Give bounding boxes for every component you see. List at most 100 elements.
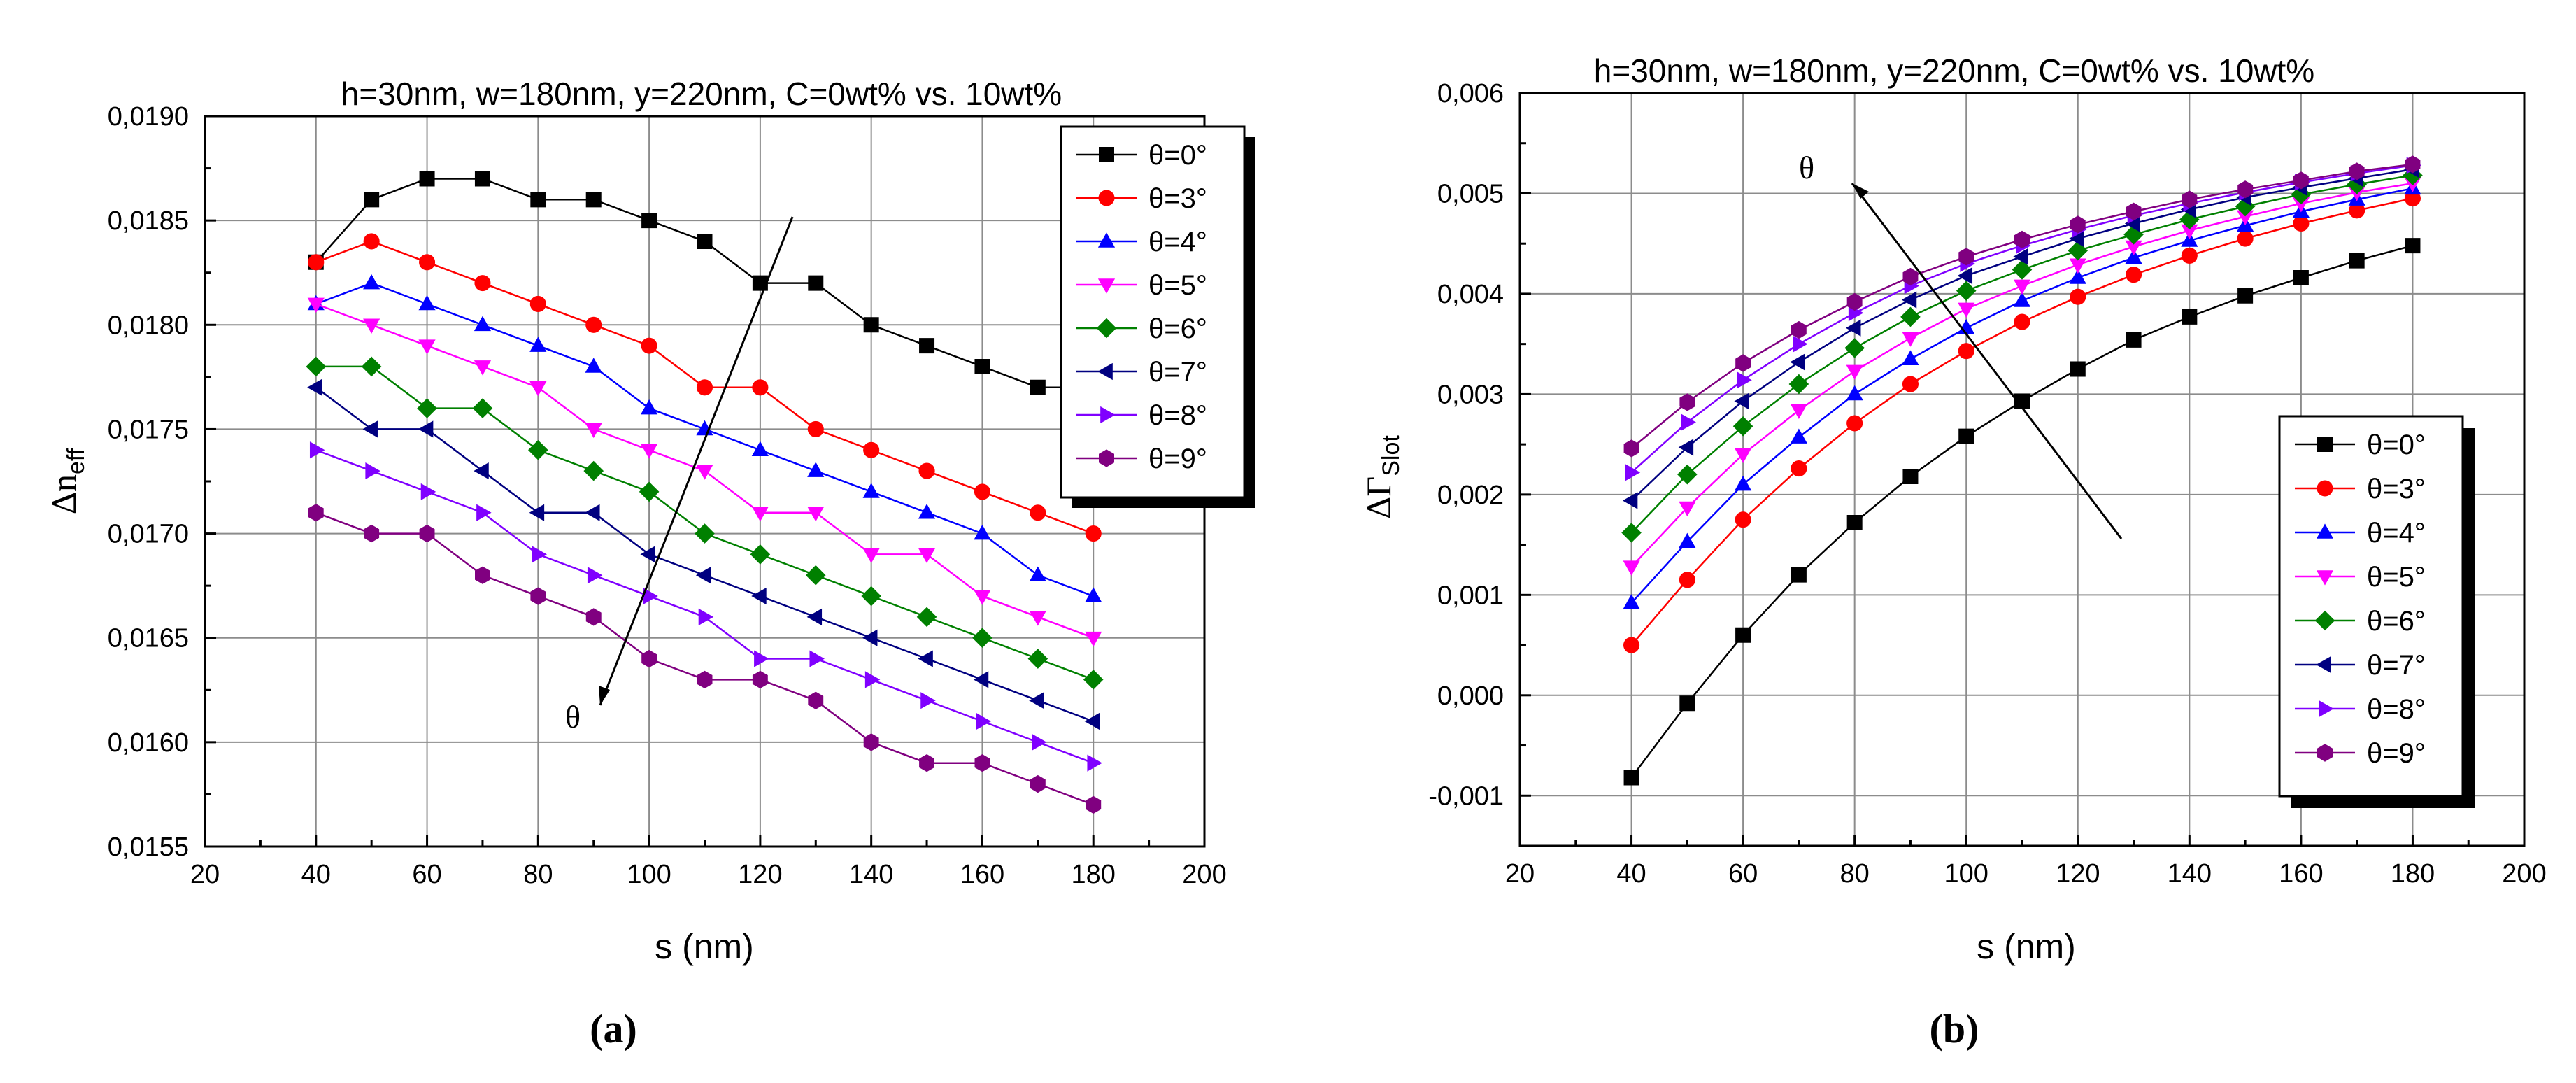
chart-b-data-point (2182, 190, 2198, 208)
chart-a-data-point (1085, 631, 1102, 647)
chart-a-x-tick-label: 80 (523, 860, 553, 889)
chart-b-data-point (1735, 354, 1751, 372)
chart-b-legend-marker (2316, 523, 2334, 539)
chart-a-data-point (362, 420, 378, 438)
chart-a-theta-label: θ (565, 699, 581, 735)
chart-b-ticks (1518, 92, 2526, 846)
chart-b-data-point (1735, 475, 1752, 491)
chart-b-legend-marker (2319, 700, 2334, 718)
chart-b-legend-items: θ=0° θ=3° θ=4° θ=5° θ=6° θ=7° θ=8° θ=9° (2295, 430, 2426, 769)
chart-a-data-point (752, 379, 769, 396)
chart-a-data-point (530, 587, 546, 605)
chart-b-data-point (2014, 393, 2030, 409)
chart-b-x-tick-label: 140 (2168, 859, 2212, 889)
chart-b-data-point (1844, 338, 1865, 358)
chart-a-legend-marker (1097, 362, 1113, 381)
chart-b-legend-label: θ=5° (2367, 562, 2426, 593)
chart-a-legend-item: θ=0° (1076, 140, 1207, 171)
chart-b-data-point (2182, 309, 2198, 325)
chart-a-data-point (363, 233, 380, 250)
chart-a-theta-arrow (599, 216, 794, 706)
chart-a-x-axis-label: s (nm) (655, 927, 754, 966)
chart-b-theta-label: θ (1799, 150, 1814, 185)
chart-a-data-point (1029, 611, 1046, 626)
chart-a-data-point (532, 546, 547, 563)
chart-a-data-point (750, 544, 771, 565)
chart-a-data-point (418, 339, 436, 355)
chart-a-data-point (418, 420, 434, 438)
chart-a-theta-annotation: θ (565, 216, 794, 735)
chart-a-data-point (472, 398, 493, 418)
chart-b-data-point (2237, 210, 2254, 226)
chart-b-y-tick-label: 0,006 (1437, 79, 1504, 108)
chart-b-theta-annotation: θ (1799, 150, 2123, 539)
chart-b-data-point (2293, 215, 2310, 232)
chart-a-data-point (974, 590, 991, 605)
chart-b-data-point (1902, 267, 1919, 286)
chart-a-data-point (697, 670, 713, 688)
chart-a-data-point (919, 338, 935, 354)
chart-b-x-tick-label: 200 (2502, 859, 2546, 889)
chart-b-data-point (1957, 267, 1973, 285)
chart-b-legend-item: θ=3° (2295, 474, 2426, 504)
chart-b-y-tick-label: 0,002 (1437, 481, 1504, 510)
chart-a-data-point (474, 171, 490, 187)
chart-b-data-point (1735, 448, 1752, 464)
chart-a-data-point (643, 587, 658, 605)
chart-a-legend-marker (1100, 406, 1116, 424)
chart-a-data-point (585, 192, 602, 208)
chart-b-data-point (1846, 415, 1863, 432)
chart-a-data-point (752, 670, 768, 688)
chart-a-data-point (309, 441, 325, 459)
chart-b-legend-label: θ=7° (2367, 650, 2426, 681)
chart-a-data-point (419, 524, 435, 543)
chart-a-data-point (696, 379, 713, 396)
chart-b-data-point (2125, 240, 2142, 256)
chart-a-y-tick-label: 0,0155 (108, 833, 189, 862)
chart-b-data-point (1679, 572, 1695, 588)
chart-a-data-point (807, 462, 825, 477)
chart-a-legend-label: θ=3° (1148, 183, 1207, 214)
chart-b-legend-item: θ=9° (2295, 738, 2426, 769)
chart-b-data-point (2405, 155, 2421, 174)
chart-b-data-point (2125, 248, 2142, 264)
chart-a-data-point (307, 378, 322, 396)
chart-a-legend: θ=0° θ=3° θ=4° θ=5° θ=6° θ=7° θ=8° θ=9° (1060, 125, 1255, 508)
chart-b-data-point (2237, 230, 2254, 247)
chart-b-y-tick-label: 0,005 (1437, 179, 1504, 208)
chart-b-data-point (1902, 376, 1919, 392)
chart-a-data-point (583, 460, 604, 481)
chart-b-data-point (1737, 371, 1752, 389)
chart-a-data-point (308, 504, 324, 522)
chart-a-series (306, 171, 1104, 814)
chart-b-legend-item: θ=4° (2295, 518, 2426, 548)
chart-a-data-point (585, 608, 602, 626)
chart-b-data-point (2070, 215, 2086, 234)
chart-a-data-point (920, 692, 936, 709)
chart-b-data-point (2014, 230, 2030, 249)
chart-a-x-tick-label: 140 (849, 860, 893, 889)
chart-b-y-tick-label: -0,001 (1428, 781, 1504, 811)
chart-a-data-point (918, 650, 933, 667)
chart-a-data-point (918, 504, 936, 519)
chart-a-data-point (1029, 566, 1046, 582)
chart-a-panel-label: (a) (590, 1006, 637, 1052)
chart-b-data-point (1621, 523, 1642, 543)
chart-b-legend-marker (2314, 610, 2335, 631)
chart-a-legend-box (1060, 125, 1246, 499)
chart-a-y-tick-label: 0,0170 (108, 520, 189, 549)
chart-b-data-point (1958, 343, 1974, 360)
chart-b-theta-arrowhead (1852, 183, 1869, 199)
chart-a-tick-labels: 20 40 60 80 100 120 140 160 180 200 0,0155 0,0160 0,… (108, 102, 1227, 889)
chart-a-data-point (307, 297, 325, 313)
chart-b-data-point (1791, 320, 1807, 339)
chart-a-data-point (751, 441, 769, 457)
chart-b-x-tick-label: 20 (1505, 859, 1535, 889)
chart-a-data-point (862, 548, 880, 564)
chart-b-data-point (1902, 350, 1919, 365)
chart-b-theta-arrow (1851, 183, 2123, 539)
chart-b-data-point (1788, 374, 1809, 395)
chart-a-legend-item: θ=4° (1076, 227, 1207, 257)
chart-a-data-point (695, 567, 711, 584)
